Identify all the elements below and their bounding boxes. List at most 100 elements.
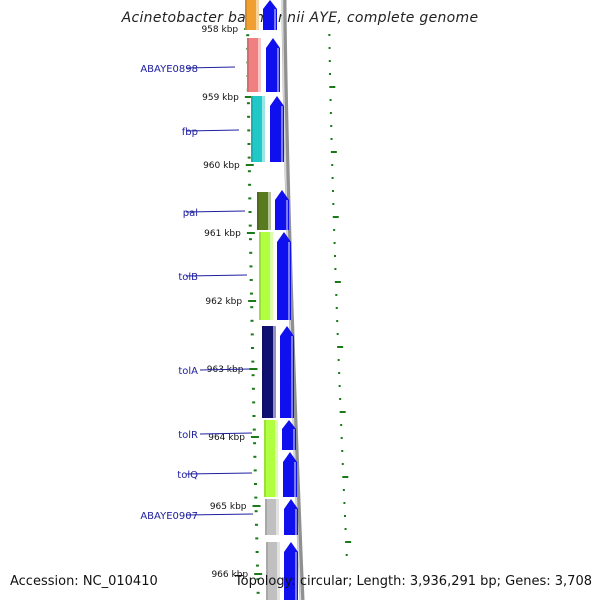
- gc-dot: [328, 34, 331, 36]
- gene-block: [247, 38, 261, 92]
- gc-dot: [344, 528, 347, 530]
- gene-label-abaye0907: ABAYE0907: [140, 511, 198, 522]
- gc-dot: [331, 190, 334, 192]
- ruler-tick-label: 962 kbp: [205, 297, 242, 307]
- gc-dot: [336, 333, 339, 335]
- gene-block-shade: [266, 542, 268, 600]
- gene-block-highlight: [273, 326, 276, 418]
- gc-dot: [341, 463, 344, 465]
- cds-arrow: [263, 0, 277, 30]
- gene-label-leader: [185, 66, 236, 69]
- gc-dot: [340, 437, 343, 439]
- gene-label-pal: pal: [183, 208, 198, 219]
- gc-dot: [333, 242, 336, 244]
- gene-block: [259, 232, 273, 320]
- gene-block-highlight: [275, 420, 278, 497]
- gene-block-shade: [265, 499, 267, 535]
- gc-dot: [345, 541, 352, 543]
- gc-dot: [342, 489, 345, 491]
- cds-arrow: [283, 452, 297, 497]
- gene-block-highlight: [262, 96, 265, 162]
- gene-block-highlight: [270, 232, 273, 320]
- gc-dot: [330, 138, 333, 140]
- gene-block-highlight: [268, 192, 271, 230]
- gene-block: [251, 96, 265, 162]
- gene-block: [265, 499, 279, 535]
- gc-dot: [329, 99, 332, 101]
- ruler-tick-label: 964 kbp: [208, 433, 245, 443]
- ruler-tick-label: 965 kbp: [210, 502, 247, 512]
- gene-block-shade: [245, 0, 247, 30]
- gc-dot: [331, 177, 334, 179]
- gc-dot: [330, 125, 333, 127]
- gene-block: [262, 326, 276, 418]
- kbp-ruler: 958 kbp 959 kbp 960 kbp 961 kbp 962 kbp 963 k…: [201, 7, 263, 594]
- gc-dot: [335, 307, 338, 309]
- ruler-tick-label: 966 kbp: [211, 570, 248, 580]
- gc-dot: [328, 47, 331, 49]
- gc-dot: [328, 60, 331, 62]
- gene-block-highlight: [276, 499, 279, 535]
- cds-arrow: [277, 232, 291, 320]
- gene-label-abaye0898: ABAYE0898: [140, 64, 198, 75]
- gene-label-tolr: tolR: [178, 430, 198, 441]
- gene-block-shade: [259, 232, 261, 320]
- gene-label-leader: [185, 472, 253, 475]
- gc-dot: [329, 73, 332, 75]
- gene-block-shade: [247, 38, 249, 92]
- gc-dot: [343, 515, 346, 517]
- map-title: Acinetobacter baumannii AYE, complete ge…: [121, 10, 479, 26]
- gene-track: [245, 0, 280, 600]
- gene-labels: ABAYE0898 fbp pal tolB tolA tolR tolQ ABAYE0907: [140, 64, 254, 522]
- gene-block-shade: [264, 420, 266, 497]
- gene-block-shade: [262, 326, 264, 418]
- gc-dot: [337, 346, 344, 348]
- gene-block-highlight: [258, 38, 261, 92]
- gc-dot: [338, 372, 341, 374]
- gc-dot: [333, 255, 336, 257]
- ruler-tick-label: 958 kbp: [201, 25, 238, 35]
- gene-block-shade: [257, 192, 259, 230]
- gene-label-tola: tolA: [178, 366, 198, 377]
- gc-dot: [336, 320, 339, 322]
- gc-dot: [342, 476, 349, 478]
- gene-label-fbp: fbp: [182, 127, 198, 138]
- gc-dot: [345, 554, 348, 556]
- gc-dot: [332, 203, 335, 205]
- gene-label-leader: [199, 368, 251, 371]
- cds-arrow: [270, 96, 284, 162]
- ruler-tick-label: 963 kbp: [207, 365, 244, 375]
- gene-block: [257, 192, 271, 230]
- gene-block: [245, 0, 259, 30]
- cds-arrow: [266, 38, 280, 92]
- gc-dot: [343, 502, 346, 504]
- gc-dot: [330, 151, 337, 153]
- gene-label-tolq: tolQ: [177, 470, 198, 481]
- cds-arrow: [280, 326, 294, 418]
- gc-dot: [340, 424, 343, 426]
- gene-label-leader: [185, 513, 254, 516]
- ruler-tick-label: 960 kbp: [203, 161, 240, 171]
- gene-block: [266, 542, 280, 600]
- gc-dot: [341, 450, 344, 452]
- gc-dot: [334, 281, 341, 283]
- gc-dot-track: [328, 34, 352, 556]
- gc-dot: [334, 268, 337, 270]
- ruler-tick-label: 959 kbp: [202, 93, 239, 103]
- cds-arrow-track: [263, 0, 298, 600]
- cds-arrow: [282, 420, 296, 450]
- gene-block-highlight: [277, 542, 280, 600]
- gene-block-shade: [251, 96, 253, 162]
- gc-dot: [329, 86, 336, 88]
- cds-arrow: [284, 499, 298, 535]
- gc-dot: [337, 359, 340, 361]
- ruler-tick-label: 961 kbp: [204, 229, 241, 239]
- cds-arrow: [275, 190, 289, 230]
- accession-text: Accession: NC_010410: [10, 574, 158, 589]
- gc-dot: [338, 385, 341, 387]
- gene-label-leader: [199, 432, 253, 435]
- gene-label-leader: [185, 274, 248, 277]
- gc-dot: [329, 112, 332, 114]
- gene-block-highlight: [256, 0, 259, 30]
